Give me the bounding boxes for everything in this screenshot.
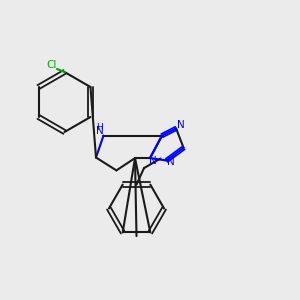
Text: N: N <box>148 155 156 166</box>
Text: N: N <box>96 126 104 136</box>
Text: N: N <box>177 120 184 130</box>
Text: N: N <box>167 157 175 167</box>
Text: H: H <box>97 123 103 132</box>
Text: Cl: Cl <box>46 60 57 70</box>
